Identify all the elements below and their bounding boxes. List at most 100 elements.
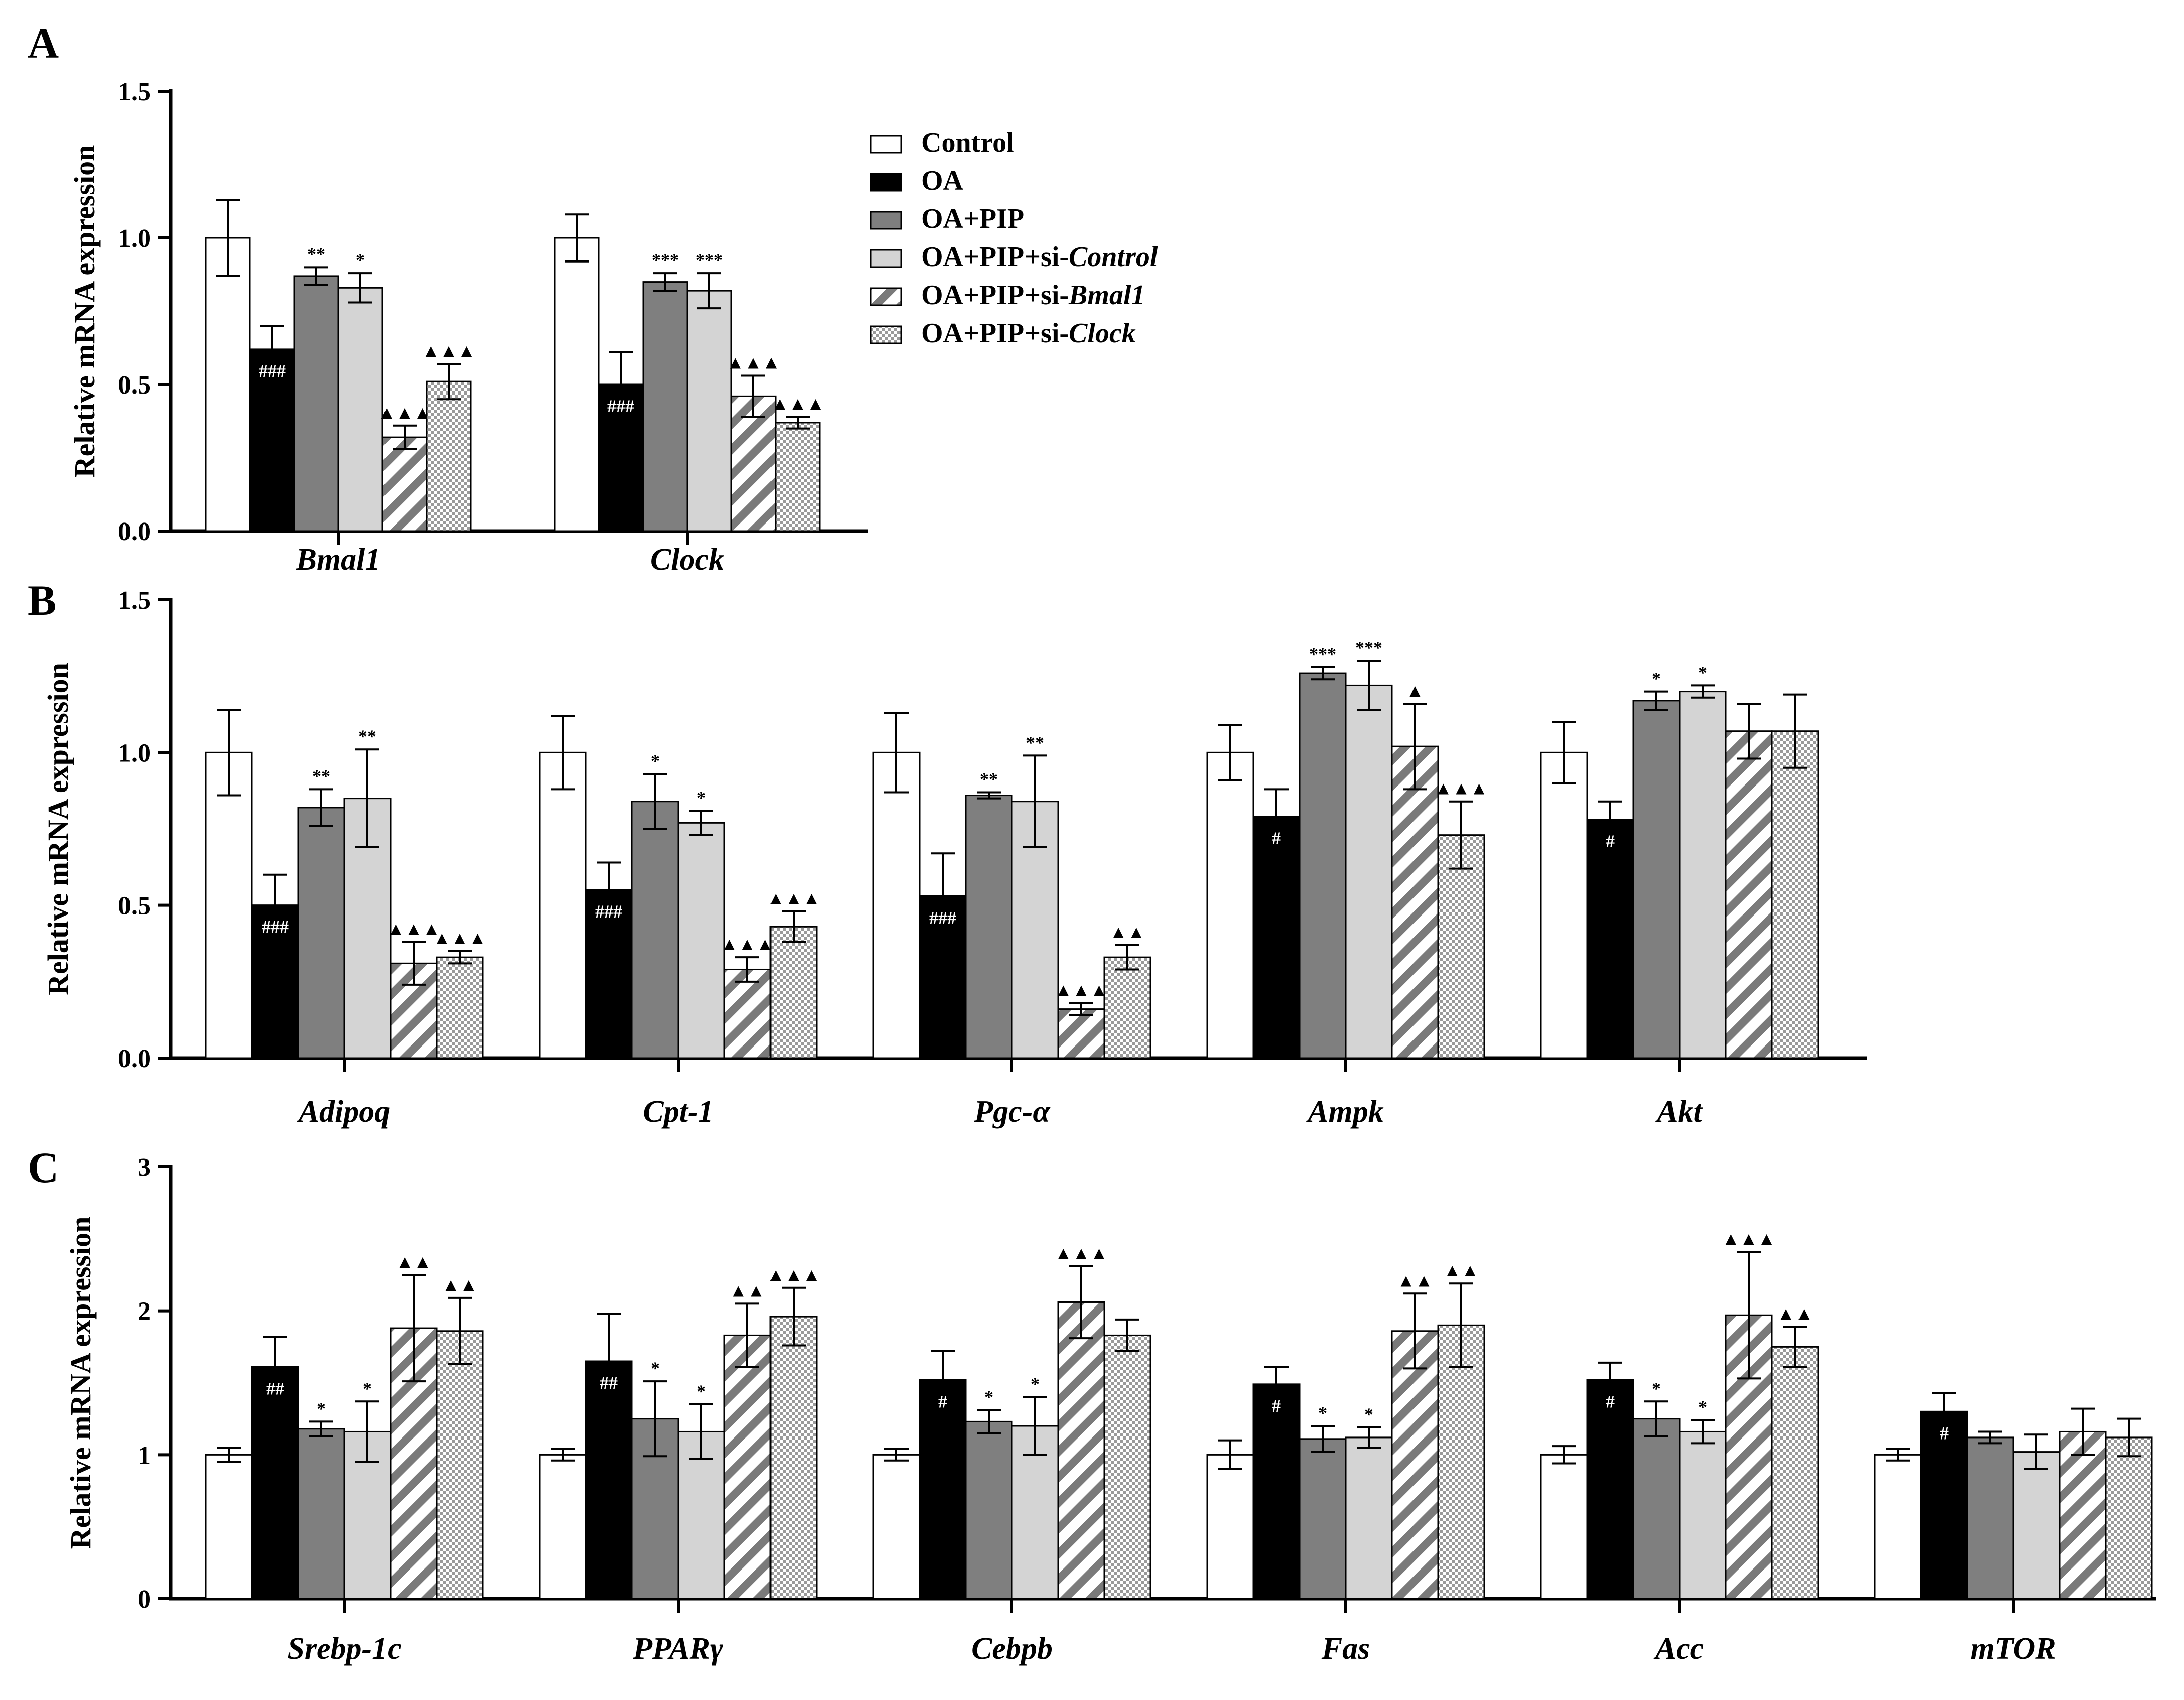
bar-oa-pip-si-control-bmal1 xyxy=(337,287,383,532)
significance-mark: * xyxy=(697,1381,706,1401)
significance-mark: ## xyxy=(266,1378,284,1398)
category-label: Ampk xyxy=(1306,1095,1384,1129)
category-label: Cpt-1 xyxy=(643,1095,713,1129)
bar-oa-pip-si-bmal1-mtor xyxy=(2059,1430,2107,1600)
bar-oa-pip-si-clock-acc xyxy=(1771,1346,1819,1600)
significance-mark: * xyxy=(317,1398,326,1418)
significance-mark: ### xyxy=(259,361,286,381)
bar-control-cebpb xyxy=(872,1454,921,1600)
legend-swatch xyxy=(870,249,902,268)
significance-mark: * xyxy=(1698,1397,1707,1417)
category-label: Fas xyxy=(1321,1632,1370,1666)
significance-mark: ▲▲▲ xyxy=(1055,980,1108,1000)
significance-mark: * xyxy=(1318,1403,1327,1423)
legend-label: OA xyxy=(921,165,964,196)
panel-letter: A xyxy=(28,19,59,67)
significance-mark: # xyxy=(1940,1423,1949,1443)
y-tick-label: 3 xyxy=(138,1153,151,1182)
significance-mark: ▲▲ xyxy=(1109,922,1145,942)
category-label: PPARγ xyxy=(632,1632,723,1666)
y-axis-label: Relative mRNA expression xyxy=(64,1217,97,1549)
significance-mark: ** xyxy=(307,244,325,264)
bar-oa-srebp-1c xyxy=(251,1366,299,1600)
significance-mark: ▲▲▲ xyxy=(727,352,781,372)
bar-oa-pip-si-bmal1-pgc xyxy=(1057,1008,1105,1059)
significance-mark: * xyxy=(651,1358,660,1378)
significance-mark: * xyxy=(1652,669,1661,689)
significance-mark: ▲▲▲ xyxy=(771,394,825,414)
significance-mark: * xyxy=(984,1387,993,1407)
bar-control-fas xyxy=(1206,1454,1254,1600)
bar-control-cpt-1 xyxy=(539,751,587,1059)
category-label: Akt xyxy=(1655,1095,1703,1129)
significance-mark: ▲▲ xyxy=(729,1280,765,1300)
panel-letter: B xyxy=(28,576,56,624)
bar-oa-pip-si-bmal1-fas xyxy=(1391,1330,1439,1600)
significance-mark: ** xyxy=(1026,732,1044,752)
legend-item-oa: OA xyxy=(870,165,964,196)
significance-mark: ▲▲▲ xyxy=(433,928,487,948)
bar-oa-pip-si-clock-pgc xyxy=(1103,956,1151,1059)
significance-mark: ▲▲▲ xyxy=(767,1265,821,1285)
legend: Control OA OA+PIP OA+PIP+si-Control OA+PIP+s… xyxy=(870,127,1158,349)
significance-mark: * xyxy=(1652,1378,1661,1398)
significance-mark: ▲▲▲ xyxy=(378,403,432,423)
y-tick-label: 0.5 xyxy=(118,892,151,921)
bar-oa-pip-si-clock-bmal1 xyxy=(426,380,472,532)
legend-swatch xyxy=(870,325,902,344)
y-tick-label: 0 xyxy=(138,1585,151,1614)
bar-oa-pip-si-clock-mtor xyxy=(2105,1436,2153,1600)
bar-oa-pip-si-control-ampk xyxy=(1345,684,1393,1059)
y-tick-label: 2 xyxy=(138,1297,151,1326)
legend-label: OA+PIP xyxy=(921,203,1024,234)
legend-item-oa-pip-si-clock: OA+PIP+si-Clock xyxy=(870,318,1136,349)
bar-oa-mtor xyxy=(1920,1410,1968,1600)
legend-label: Control xyxy=(921,127,1014,158)
legend-item-oa-pip-si-bmal1: OA+PIP+si-Bmal1 xyxy=(870,280,1145,311)
bar-oa-fas xyxy=(1252,1383,1301,1600)
bar-oa-pip-si-clock-cebpb xyxy=(1103,1334,1151,1600)
legend-swatch xyxy=(870,135,902,154)
category-label: Adipoq xyxy=(297,1095,391,1129)
significance-mark: # xyxy=(938,1391,947,1411)
bar-oa-pip-si-clock-ampk xyxy=(1437,834,1485,1059)
significance-mark: ▲▲▲ xyxy=(721,934,775,954)
significance-mark: * xyxy=(363,1378,372,1398)
significance-mark: * xyxy=(1698,662,1707,682)
bar-oa-acc xyxy=(1586,1379,1634,1600)
y-tick-label: 1.0 xyxy=(118,739,151,767)
significance-mark: ▲▲▲ xyxy=(422,341,476,361)
legend-label: OA+PIP+si-Bmal1 xyxy=(921,280,1145,311)
bar-oa-pip-adipoq xyxy=(297,807,345,1059)
y-tick-label: 1.5 xyxy=(118,78,151,106)
chart-panels: A Relative mRNA expression 0.0 0.5 1.0 1.5 Bma… xyxy=(28,19,2156,1666)
category-label: Cebpb xyxy=(971,1632,1053,1666)
significance-mark: *** xyxy=(652,250,679,270)
significance-mark: * xyxy=(1364,1404,1373,1424)
significance-mark: ### xyxy=(595,901,622,922)
significance-mark: ** xyxy=(980,769,998,789)
bar-oa-pip-cebpb xyxy=(965,1420,1013,1600)
bar-oa-pip-srebp-1c xyxy=(297,1428,345,1600)
bar-control-adipoq xyxy=(205,751,253,1059)
category-label: Pgc-α xyxy=(973,1095,1051,1129)
bar-control-pgc xyxy=(872,751,921,1059)
bar-control-srebp-1c xyxy=(205,1454,253,1600)
significance-mark: ▲▲ xyxy=(1777,1303,1813,1324)
category-label: Clock xyxy=(650,543,724,577)
legend-item-oa-pip: OA+PIP xyxy=(870,203,1024,234)
significance-mark: ▲▲▲ xyxy=(1055,1243,1108,1263)
bar-oa-akt xyxy=(1586,819,1634,1059)
bar-oa-pip-clock xyxy=(642,281,688,532)
bar-control-bmal1 xyxy=(205,237,251,532)
significance-mark: ▲▲▲ xyxy=(767,888,821,908)
bar-oa-pip-fas xyxy=(1299,1438,1347,1600)
significance-mark: * xyxy=(697,788,706,808)
y-tick-label: 1 xyxy=(138,1441,151,1470)
category-label: Srebp-1c xyxy=(287,1632,401,1666)
bar-oa-pip-si-clock-cpt-1 xyxy=(769,926,818,1059)
significance-mark: * xyxy=(1031,1374,1040,1394)
significance-mark: ▲▲ xyxy=(1443,1260,1479,1280)
